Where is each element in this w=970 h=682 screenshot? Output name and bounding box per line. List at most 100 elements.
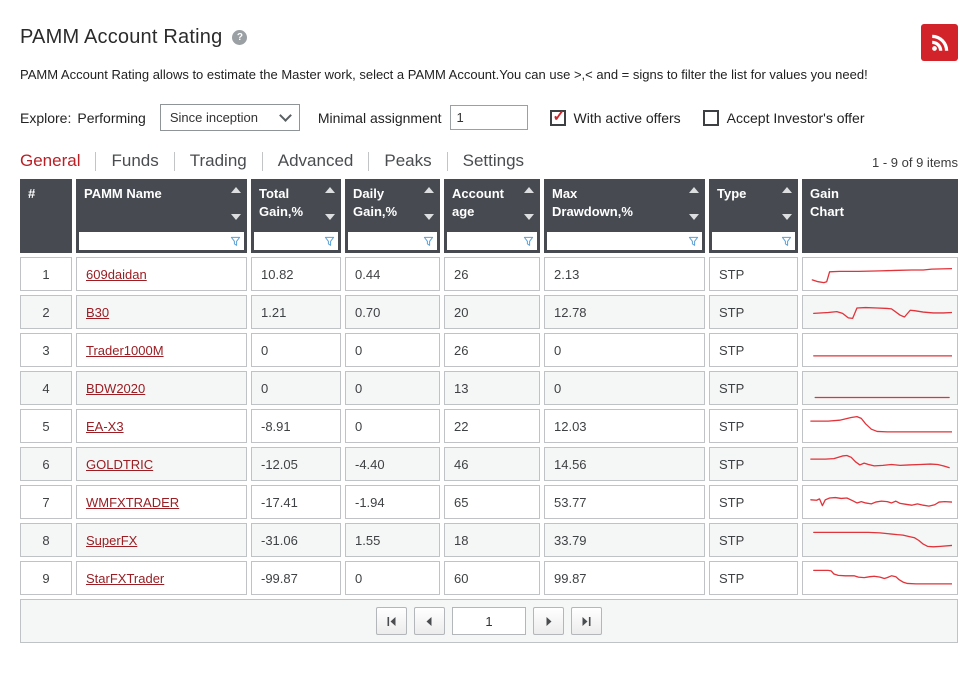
column-label: Account age: [452, 186, 504, 219]
sort-asc-icon[interactable]: [524, 187, 534, 193]
filter-button[interactable]: [324, 236, 338, 247]
pamm-account-link[interactable]: EA-X3: [86, 418, 124, 434]
pamm-account-link[interactable]: WMFXTRADER: [86, 494, 180, 510]
rss-glyph: [931, 34, 948, 51]
cell-daily_gain: 0: [345, 409, 440, 443]
filter-funnel-icon: [688, 236, 699, 246]
cell-chart: [802, 485, 958, 519]
filter-input-age[interactable]: [447, 234, 523, 248]
cell-max_drawdown: 0: [544, 333, 705, 367]
cell-age: 22: [444, 409, 540, 443]
page-number-input[interactable]: [452, 607, 526, 635]
first-page-button[interactable]: [376, 607, 407, 635]
cell-age: 65: [444, 485, 540, 519]
tab-general[interactable]: General: [20, 151, 81, 170]
filter-input-max_drawdown[interactable]: [547, 234, 688, 248]
pamm-account-link[interactable]: SuperFX: [86, 532, 138, 548]
sort-asc-icon[interactable]: [424, 187, 434, 193]
minimal-assignment-input[interactable]: [449, 105, 528, 130]
gain-sparkline: [808, 413, 952, 440]
pamm-account-link[interactable]: BDW2020: [86, 380, 146, 396]
column-label: Max Drawdown,%: [552, 186, 633, 219]
column-header-total_gain[interactable]: Total Gain,%: [251, 179, 341, 253]
filter-button[interactable]: [423, 236, 437, 247]
accept-investors-offer-checkbox[interactable]: ✓ Accept Investor's offer: [702, 109, 864, 126]
help-icon[interactable]: ?: [232, 30, 248, 45]
cell-max_drawdown: 0: [544, 371, 705, 405]
cell-max_drawdown: 14.56: [544, 447, 705, 481]
cell-chart: [802, 409, 958, 443]
tab-peaks[interactable]: Peaks: [384, 151, 432, 170]
last-page-icon: [582, 616, 591, 626]
cell-name: Trader1000M: [76, 333, 247, 367]
cell-chart: [802, 257, 958, 291]
pagination-bar: [20, 599, 958, 643]
pamm-account-link[interactable]: Trader1000M: [86, 342, 164, 358]
cell-age: 18: [444, 523, 540, 557]
filter-input-daily_gain[interactable]: [348, 234, 423, 248]
column-header-type[interactable]: Type: [709, 179, 798, 253]
cell-type: STP: [709, 409, 798, 443]
tab-advanced[interactable]: Advanced: [277, 151, 354, 170]
sort-desc-icon[interactable]: [782, 214, 792, 220]
prev-page-button[interactable]: [414, 607, 445, 635]
checkbox-box[interactable]: ✓: [702, 109, 719, 126]
filter-input-total_gain[interactable]: [254, 234, 324, 248]
sort-desc-icon[interactable]: [524, 214, 534, 220]
cell-chart: [802, 295, 958, 329]
tab-settings[interactable]: Settings: [462, 151, 525, 170]
filter-bar: Explore: Performing Since inception Mini…: [20, 104, 958, 131]
with-active-offers-checkbox[interactable]: ✓ With active offers: [549, 108, 681, 126]
tab-trading[interactable]: Trading: [189, 151, 247, 170]
tab-funds[interactable]: Funds: [111, 151, 159, 170]
cell-name: B30: [76, 295, 247, 329]
cell-total_gain: 1.21: [251, 295, 341, 329]
last-page-button[interactable]: [571, 607, 602, 635]
column-header-name[interactable]: PAMM Name: [76, 179, 247, 253]
filter-funnel-icon: [423, 236, 434, 246]
pamm-account-link[interactable]: StarFXTrader: [86, 570, 165, 586]
sort-asc-icon[interactable]: [689, 187, 699, 193]
cell-num: 7: [20, 485, 72, 519]
cell-total_gain: -8.91: [251, 409, 341, 443]
sort-desc-icon[interactable]: [325, 214, 335, 220]
pamm-account-link[interactable]: 609daidan: [86, 266, 147, 282]
column-header-max_drawdown[interactable]: Max Drawdown,%: [544, 179, 705, 253]
pamm-account-link[interactable]: GOLDTRIC: [86, 456, 154, 472]
sort-desc-icon[interactable]: [424, 214, 434, 220]
filter-funnel-icon: [523, 236, 534, 246]
cell-daily_gain: -4.40: [345, 447, 440, 481]
sort-asc-icon[interactable]: [782, 187, 792, 193]
filter-funnel-icon: [324, 236, 335, 246]
gain-sparkline: [808, 375, 952, 402]
filter-button[interactable]: [688, 236, 702, 247]
items-count: 1 - 9 of 9 items: [872, 155, 958, 170]
filter-input-name[interactable]: [79, 234, 230, 248]
filter-box: [348, 232, 437, 250]
cell-num: 5: [20, 409, 72, 443]
sort-asc-icon[interactable]: [231, 187, 241, 193]
filter-box: [79, 232, 244, 250]
sort-desc-icon[interactable]: [689, 214, 699, 220]
next-page-button[interactable]: [533, 607, 564, 635]
rss-icon[interactable]: [921, 24, 958, 61]
filter-button[interactable]: [523, 236, 537, 247]
period-select[interactable]: Since inception: [159, 104, 300, 131]
cell-name: EA-X3: [76, 409, 247, 443]
cell-age: 46: [444, 447, 540, 481]
sort-asc-icon[interactable]: [325, 187, 335, 193]
cell-total_gain: -31.06: [251, 523, 341, 557]
sort-desc-icon[interactable]: [231, 214, 241, 220]
pamm-account-link[interactable]: B30: [86, 304, 110, 320]
column-header-age[interactable]: Account age: [444, 179, 540, 253]
sort-arrows: [325, 187, 335, 220]
filter-button[interactable]: [230, 236, 244, 247]
column-label: Gain Chart: [810, 186, 844, 219]
filter-box: [447, 232, 537, 250]
checkbox-box[interactable]: ✓: [549, 108, 566, 126]
filter-box: [547, 232, 702, 250]
filter-input-type[interactable]: [712, 234, 781, 248]
filter-button[interactable]: [781, 236, 795, 247]
cell-chart: [802, 333, 958, 367]
column-header-daily_gain[interactable]: Daily Gain,%: [345, 179, 440, 253]
